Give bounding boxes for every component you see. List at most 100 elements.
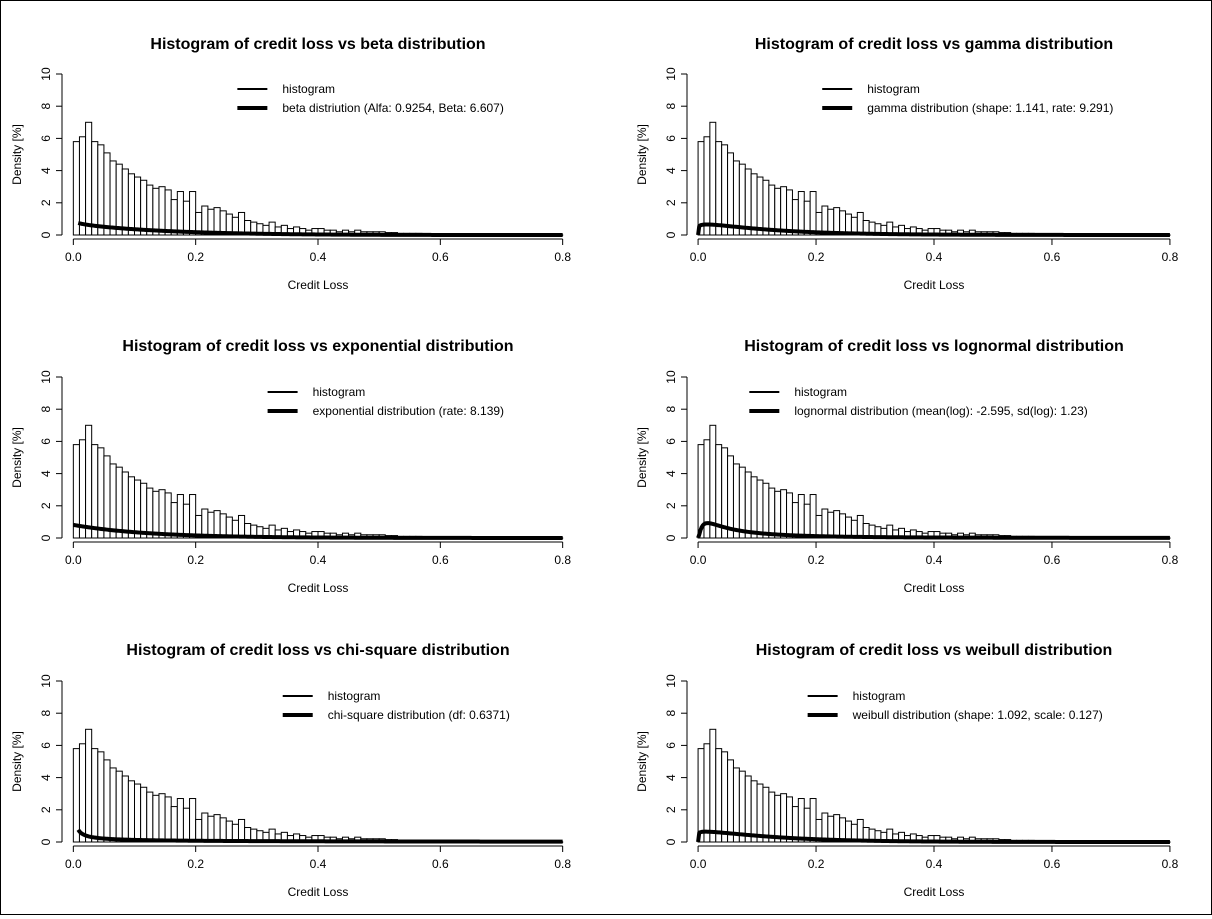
y-tick-label: 4: [39, 470, 53, 477]
histogram-bar: [176, 798, 184, 843]
histogram-bar: [78, 743, 87, 843]
x-tick-label: 0.2: [808, 553, 825, 567]
y-tick-label: 6: [39, 742, 53, 749]
histogram-bar: [744, 471, 752, 539]
histogram-bar: [140, 482, 148, 539]
histogram-bar: [809, 191, 817, 236]
histogram-bar: [721, 144, 729, 236]
histogram-bar: [213, 510, 221, 539]
histogram-bar: [146, 791, 154, 843]
y-tick-label: 10: [664, 674, 678, 688]
histogram-bar: [786, 189, 793, 236]
y-tick-label: 0: [39, 534, 53, 541]
x-tick-label: 0.4: [310, 553, 327, 567]
histogram-bar: [727, 759, 734, 843]
histogram-bar: [195, 818, 203, 843]
histogram-bar: [158, 489, 166, 539]
histogram-bar: [115, 163, 123, 236]
histogram-bar: [744, 775, 752, 843]
y-axis-label: Density [%]: [635, 731, 649, 792]
x-tick-label: 0.8: [554, 553, 571, 567]
histogram-bar: [738, 770, 746, 843]
histogram-bar: [709, 728, 717, 843]
panel-chisq: Histogram of credit loss vs chi-square d…: [10, 642, 571, 899]
histogram-bar: [732, 463, 740, 539]
histogram-bar: [103, 759, 111, 843]
histogram-bar: [750, 476, 758, 539]
histogram-bar: [738, 466, 746, 539]
histogram-bar: [786, 796, 793, 843]
histogram-bar: [697, 141, 705, 236]
histogram-bar: [721, 751, 729, 843]
y-tick-label: 8: [664, 406, 678, 413]
histogram-bar: [97, 144, 105, 236]
x-axis-label: Credit Loss: [904, 885, 965, 899]
histogram-bar: [768, 487, 776, 539]
histogram-bar: [762, 786, 770, 843]
y-tick-label: 8: [39, 710, 53, 717]
y-tick-label: 4: [664, 470, 678, 477]
histogram-bar: [856, 514, 864, 539]
y-tick-label: 10: [664, 370, 678, 384]
histogram-bar: [237, 818, 246, 843]
histogram-bar: [697, 748, 705, 843]
histogram-bar: [774, 187, 782, 236]
y-tick-label: 10: [39, 674, 53, 688]
histogram-bar: [809, 798, 817, 843]
histogram-bar: [109, 463, 117, 539]
y-axis-label: Density [%]: [10, 124, 24, 185]
y-tick-label: 4: [39, 167, 53, 174]
legend-entry-histogram: histogram: [867, 82, 920, 96]
x-tick-label: 0.6: [432, 553, 449, 567]
panel-weibull: Histogram of credit loss vs weibull dist…: [635, 642, 1179, 899]
histogram-bar: [715, 141, 723, 236]
y-tick-label: 0: [39, 838, 53, 845]
histogram-bar: [176, 191, 184, 236]
x-tick-label: 0.0: [65, 250, 82, 264]
y-tick-label: 0: [664, 534, 678, 541]
histogram-bar: [833, 510, 841, 539]
histogram-bar: [703, 743, 711, 843]
histogram-bar: [207, 815, 215, 843]
histogram-bar: [127, 476, 136, 539]
legend: histogram exponential distribution (rate:…: [267, 385, 504, 418]
histogram-bar: [134, 176, 142, 236]
legend-entry-distribution: exponential distribution (rate: 8.139): [313, 404, 504, 418]
y-tick-label: 8: [664, 103, 678, 110]
y-tick-label: 6: [39, 438, 53, 445]
histogram-bar: [791, 502, 799, 539]
histogram-bar: [762, 179, 770, 236]
histogram-bar: [121, 775, 129, 843]
histogram-bars: [72, 121, 564, 236]
y-axis-label: Density [%]: [10, 427, 24, 488]
y-tick-label: 6: [664, 135, 678, 142]
x-tick-label: 0.4: [310, 250, 327, 264]
histogram-bar: [721, 447, 729, 539]
legend-entry-distribution: chi-square distribution (df: 0.6371): [328, 708, 510, 722]
legend-entry-distribution: lognormal distribution (mean(log): -2.59…: [794, 404, 1087, 418]
legend-entry-histogram: histogram: [313, 385, 366, 399]
histogram-bar: [744, 168, 752, 236]
histogram-bar: [103, 455, 111, 539]
y-axis-label: Density [%]: [635, 427, 649, 488]
histogram-bar: [189, 494, 197, 539]
x-axis-label: Credit Loss: [904, 278, 965, 292]
histogram-bar: [164, 492, 172, 539]
x-axis-label: Credit Loss: [904, 581, 965, 595]
x-tick-label: 0.4: [926, 857, 943, 871]
histogram-bar: [839, 513, 847, 539]
histogram-bar: [709, 121, 717, 236]
histogram-bar: [703, 136, 711, 236]
histogram-bar: [140, 179, 148, 236]
histogram-bar: [809, 494, 817, 539]
histogram-bar: [72, 141, 80, 236]
histogram-bar: [762, 482, 770, 539]
x-tick-label: 0.0: [690, 250, 707, 264]
histogram-bar: [146, 184, 154, 236]
histogram-bar: [756, 479, 764, 539]
legend-entry-distribution: beta distriution (Alfa: 0.9254, Beta: 6.…: [282, 101, 503, 115]
fitted-density-line: [696, 222, 1171, 237]
histogram-bar: [750, 780, 758, 843]
legend: histogram beta distriution (Alfa: 0.9254,…: [237, 82, 504, 115]
